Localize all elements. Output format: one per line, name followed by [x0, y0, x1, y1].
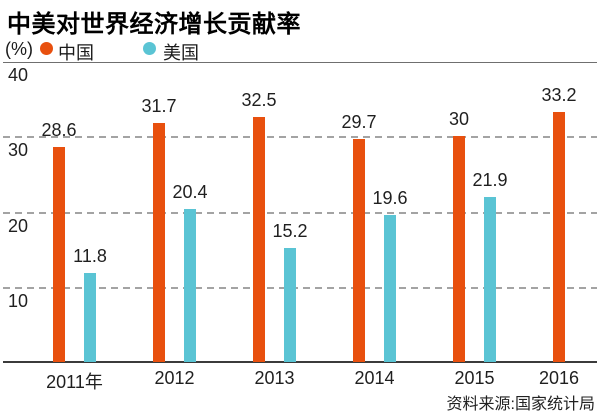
legend: (%) 中国 美国 [0, 38, 600, 63]
value-label-usa-2011年: 11.8 [73, 246, 107, 267]
value-label-china-2013: 32.5 [241, 90, 277, 111]
x-axis-line [3, 361, 597, 363]
y-axis-label-40: 40 [8, 65, 29, 85]
source-note: 资料来源:国家统计局 [446, 396, 595, 413]
bar-china-2014 [353, 138, 365, 362]
bar-china-2016 [553, 112, 565, 362]
bar-china-2012 [153, 123, 165, 362]
legend-label-usa: 美国 [163, 43, 199, 63]
gridline-20 [3, 211, 597, 214]
bar-china-2015 [453, 136, 465, 362]
legend-dot-china [40, 42, 53, 55]
value-label-china-2014: 29.7 [341, 111, 377, 132]
bar-usa-2012 [184, 208, 196, 362]
gridline-30 [3, 136, 597, 139]
bar-usa-2013 [284, 247, 296, 362]
x-axis-label-2014: 2014 [354, 368, 395, 388]
chart-title: 中美对世界经济增长贡献率 [7, 11, 301, 38]
plot-area: 40 30 20 10 28.6 11.8 2011年 31.7 20.4 2012 32.5 15.… [0, 62, 600, 392]
bar-china-2011年 [53, 146, 65, 362]
unit-label: (%) [5, 39, 33, 59]
gridline-10 [3, 286, 597, 289]
value-label-usa-2015: 21.9 [472, 170, 508, 191]
x-axis-label-2011年: 2011年 [46, 372, 103, 392]
y-axis-label-20: 20 [8, 215, 29, 236]
y-axis-label-30: 30 [8, 140, 29, 161]
bar-usa-2014 [384, 214, 396, 362]
bar-usa-2011年 [84, 273, 96, 362]
value-label-china-2016: 33.2 [541, 85, 577, 106]
value-label-usa-2014: 19.6 [372, 187, 408, 208]
x-axis-label-2016: 2016 [538, 368, 580, 388]
legend-label-china: 中国 [58, 43, 94, 63]
value-label-china-2015: 30 [448, 109, 470, 130]
value-label-china-2011年: 28.6 [41, 119, 77, 140]
y-axis-label-10: 10 [8, 290, 29, 311]
value-label-usa-2013: 15.2 [272, 220, 308, 241]
bar-china-2013 [253, 117, 265, 362]
value-label-usa-2012: 20.4 [172, 181, 208, 202]
axis-top-line [3, 62, 597, 63]
x-axis-label-2015: 2015 [454, 368, 495, 388]
bar-usa-2015 [484, 197, 496, 362]
x-axis-label-2012: 2012 [154, 368, 195, 388]
value-label-china-2012: 31.7 [141, 96, 177, 117]
legend-dot-usa [143, 42, 156, 55]
x-axis-label-2013: 2013 [254, 368, 295, 388]
